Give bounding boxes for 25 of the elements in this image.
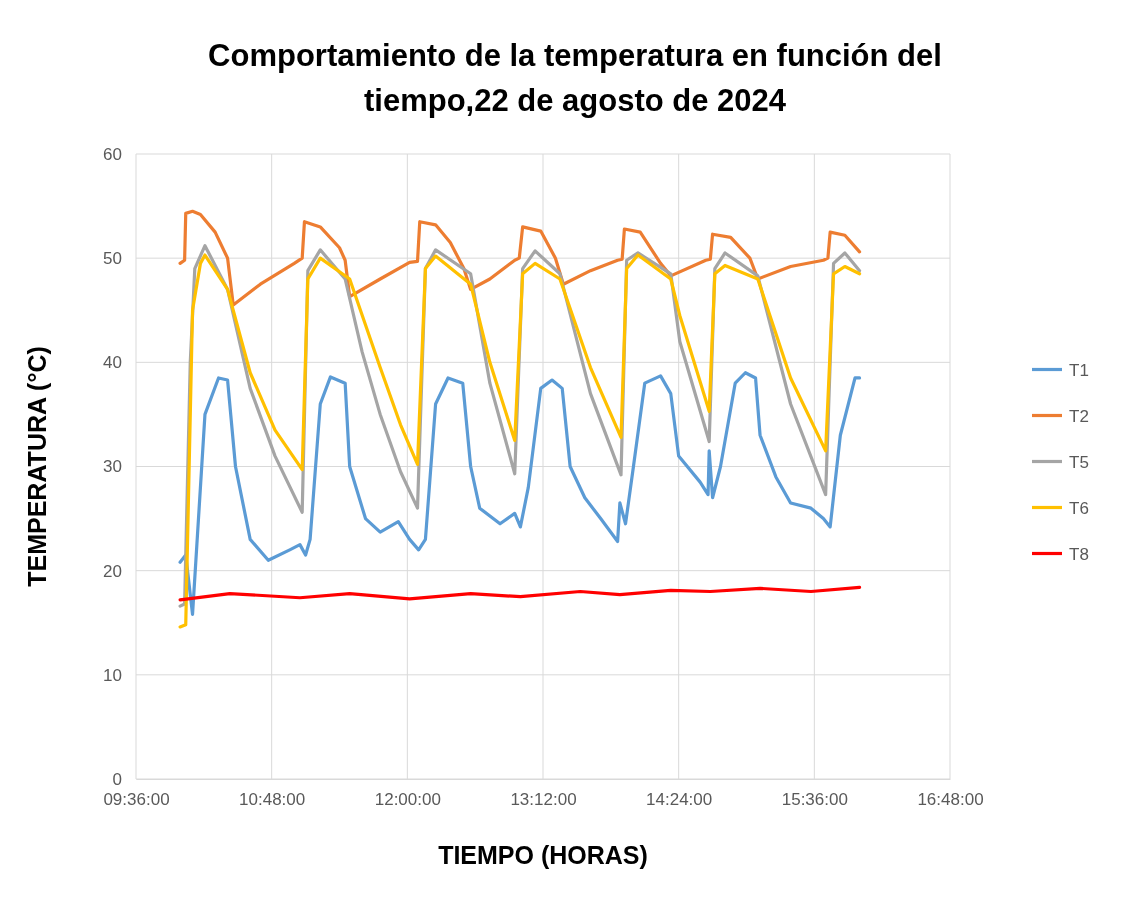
y-tick-label: 0 bbox=[112, 769, 122, 789]
legend-label: T6 bbox=[1069, 498, 1089, 518]
legend-label: T5 bbox=[1069, 452, 1089, 472]
x-tick-label: 13:12:00 bbox=[510, 790, 577, 810]
x-tick-label: 10:48:00 bbox=[239, 790, 306, 810]
legend-label: T1 bbox=[1069, 360, 1089, 380]
legend-label: T8 bbox=[1069, 544, 1089, 564]
y-tick-label: 40 bbox=[103, 353, 122, 373]
x-tick-label: 16:48:00 bbox=[917, 790, 984, 810]
x-tick-label: 14:24:00 bbox=[646, 790, 713, 810]
legend-label: T2 bbox=[1069, 406, 1089, 426]
y-tick-label: 60 bbox=[103, 144, 122, 164]
y-axis-title: TEMPERATURA (°C) bbox=[23, 346, 51, 587]
line-series bbox=[178, 209, 862, 307]
chart-title: Comportamiento de la temperatura en función del tiempo,22 de agosto de 2024 bbox=[208, 38, 942, 118]
x-tick-label: 12:00:00 bbox=[374, 790, 441, 810]
line-series bbox=[178, 585, 862, 602]
y-tick-label: 10 bbox=[103, 665, 122, 685]
line-series bbox=[178, 371, 862, 617]
y-tick-label: 50 bbox=[103, 249, 122, 269]
x-tick-label: 09:36:00 bbox=[103, 790, 170, 810]
x-axis-title: TIEMPO (HORAS) bbox=[438, 841, 648, 869]
x-tick-label: 15:36:00 bbox=[781, 790, 848, 810]
y-tick-label: 30 bbox=[103, 457, 122, 477]
y-tick-label: 20 bbox=[103, 561, 122, 581]
